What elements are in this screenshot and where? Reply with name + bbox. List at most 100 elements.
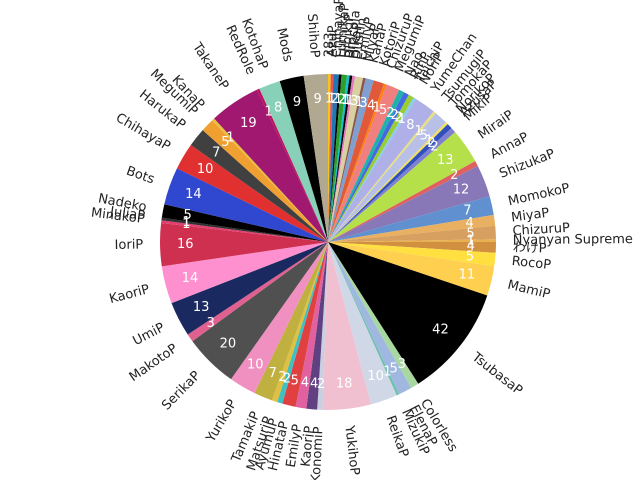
- pie-slice-10: [328, 78, 374, 242]
- pie-value-label-11: 4: [367, 98, 375, 113]
- pie-value-label-57: 10: [197, 162, 214, 177]
- pie-slice-40: [317, 242, 328, 410]
- pie-slice-label-41: KaoriP: [299, 425, 318, 467]
- pie-slice-2: [328, 74, 339, 242]
- pie-slice-33: [328, 242, 495, 296]
- pie-value-label-61: 19: [240, 116, 257, 131]
- pie-value-label-36: 5: [390, 361, 398, 376]
- pie-slice-59: [202, 120, 328, 242]
- pie-slice-39: [322, 242, 372, 410]
- pie-value-label-54: 1: [182, 215, 190, 230]
- pie-slice-label-53: MinakoP: [90, 206, 145, 227]
- pie-slice-21: [328, 122, 448, 242]
- pie-value-label-17: 1: [398, 112, 406, 127]
- pie-slice-48: [192, 242, 328, 380]
- pie-slice-label-2: ChihayaP: [329, 0, 347, 58]
- pie-slice-53: [161, 220, 328, 242]
- pie-slice-62: [256, 88, 328, 242]
- pie-slice-31: [328, 242, 496, 253]
- pie-value-label-18: 8: [406, 118, 414, 133]
- pie-slice-57: [176, 145, 328, 242]
- pie-slice-label-6: HikoP: [346, 22, 366, 60]
- pie-slice-label-29: ChizuruP: [512, 221, 570, 239]
- pie-slice-42: [295, 242, 328, 409]
- pie-value-label-37: 1: [383, 364, 391, 379]
- pie-value-label-23: 2: [430, 139, 438, 154]
- pie-slice-28: [328, 214, 496, 242]
- pie-value-label-15: 2: [391, 108, 399, 123]
- pie-value-label-31: 4: [467, 239, 475, 254]
- pie-value-label-52: 16: [177, 237, 194, 252]
- pie-slice-38: [328, 242, 397, 405]
- pie-slice-label-7: Dustin: [349, 17, 370, 61]
- pie-value-label-29: 5: [466, 226, 474, 241]
- pie-slice-34: [328, 242, 488, 384]
- pie-slice-18: [328, 98, 434, 242]
- pie-value-label-8: 3: [350, 94, 358, 109]
- pie-slice-label-52: IoriP: [115, 237, 144, 252]
- pie-slice-label-50: UmiP: [131, 320, 168, 349]
- pie-value-label-55: 5: [184, 208, 192, 223]
- pie-value-label-40: 2: [317, 377, 325, 392]
- pie-value-label-3: 1: [334, 92, 342, 107]
- pie-slice-56: [164, 168, 328, 242]
- pie-slice-label-0: 283: [322, 32, 337, 57]
- pie-slice-22: [328, 124, 452, 242]
- pie-slice-label-31: わけP: [512, 240, 546, 256]
- pie-slice-1: [328, 74, 334, 243]
- pie-slice-label-3: FumikaP: [334, 3, 353, 58]
- pie-slice-36: [328, 242, 412, 395]
- pie-slice-63: [259, 81, 328, 242]
- pie-slice-label-47: YurikoP: [203, 397, 240, 446]
- pie-slice-43: [282, 242, 328, 407]
- pie-value-label-16: 2: [395, 110, 403, 125]
- pie-slice-46: [254, 242, 328, 401]
- pie-value-label-22: 2: [427, 136, 435, 151]
- pie-slice-5: [328, 75, 350, 242]
- pie-value-label-27: 7: [463, 204, 471, 219]
- pie-slice-6: [328, 75, 353, 242]
- pie-value-label-25: 2: [450, 168, 458, 183]
- pie-value-label-38: 10: [367, 369, 384, 384]
- pie-value-label-46: 7: [269, 366, 277, 381]
- pie-slice-label-61: TakaneP: [189, 39, 232, 92]
- pie-slice-label-54: JuliaP: [108, 204, 146, 224]
- pie-slice-label-64: Mods: [273, 27, 295, 64]
- pie-slice-51: [161, 242, 328, 304]
- pie-slice-65: [303, 74, 328, 242]
- pie-value-label-62: 1: [264, 105, 272, 120]
- pie-value-label-19: 1: [415, 124, 423, 139]
- pie-slice-23: [328, 128, 456, 242]
- pie-slice-35: [328, 242, 419, 388]
- pie-slice-label-40: KonomiP: [309, 426, 327, 480]
- pie-value-label-4: 2: [338, 92, 346, 107]
- pie-slice-3: [328, 74, 342, 242]
- pie-slice-11: [328, 80, 385, 242]
- pie-value-label-32: 5: [466, 250, 474, 265]
- pie-slice-label-30: Nyanyan Supreme: [513, 232, 633, 248]
- pie-slice-label-33: MamiP: [506, 278, 552, 303]
- pie-value-label-53: 1: [182, 217, 190, 232]
- pie-value-label-41: 4: [310, 377, 318, 392]
- pie-slice-label-42: EmilyP: [284, 423, 306, 469]
- pie-slice-label-34: TsubasaP: [468, 349, 525, 398]
- pie-value-label-13: 5: [379, 103, 387, 118]
- pie-value-label-45: 2: [278, 370, 286, 385]
- pie-value-label-39: 18: [336, 376, 353, 391]
- pie-slice-19: [328, 111, 436, 242]
- pie-slice-29: [328, 225, 496, 242]
- pie-slice-16: [328, 94, 414, 242]
- pie-slice-0: [328, 73, 331, 242]
- pie-value-label-51: 14: [182, 271, 199, 286]
- pie-slice-label-56: Bots: [124, 164, 156, 188]
- pie-slice-52: [160, 223, 328, 267]
- pie-value-label-35: 3: [398, 357, 406, 372]
- pie-value-label-47: 10: [247, 357, 264, 372]
- pie-value-label-44: 2: [283, 371, 291, 386]
- pie-slice-label-65: ShihoP: [304, 13, 322, 58]
- pie-slice-label-1: AzuP: [325, 25, 341, 57]
- pie-value-label-6: 1: [343, 93, 351, 108]
- pie-slice-64: [279, 75, 328, 242]
